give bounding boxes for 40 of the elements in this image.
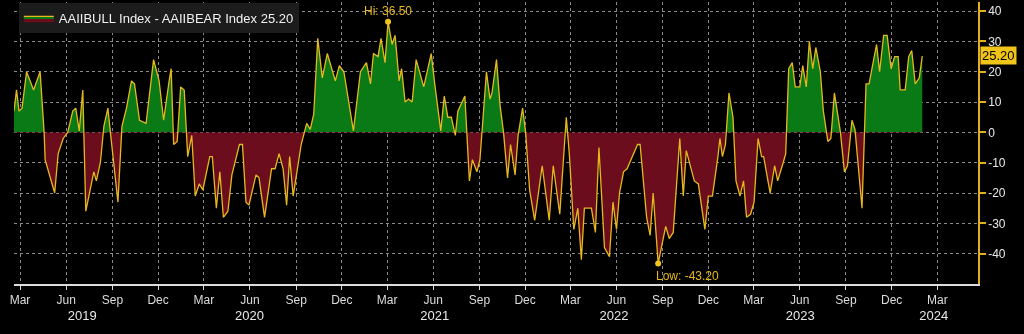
x-tick-label: Sep xyxy=(468,293,491,308)
x-tick-label: Sep xyxy=(101,293,124,308)
x-tick-label: Jun xyxy=(240,293,260,308)
x-tick-label: Mar xyxy=(743,293,764,308)
y-tick-label: 10 xyxy=(988,95,1002,110)
annotation: Low: -43.20 xyxy=(656,269,720,283)
x-tick-label: Mar xyxy=(376,293,398,308)
x-tick-label: Mar xyxy=(9,293,31,308)
x-tick-label: Jun xyxy=(790,293,810,308)
y-tick-label: 20 xyxy=(988,64,1002,79)
x2-tick-label: 2022 xyxy=(599,308,629,323)
y-tick-label: 40 xyxy=(988,4,1002,19)
x-tick-label: Dec xyxy=(880,293,903,308)
x2-tick-label: 2021 xyxy=(420,308,450,323)
x-tick-label: Dec xyxy=(697,293,720,308)
annotation: Hi: 36.50 xyxy=(364,4,413,18)
legend-label: AAIIBULL Index - AAIIBEAR Index 25.20 xyxy=(58,11,294,27)
x-tick-label: Mar xyxy=(559,293,581,308)
x-tick-label: Dec xyxy=(331,293,353,308)
x-tick-label: Mar xyxy=(926,293,948,308)
y-tick-label: 30 xyxy=(988,34,1002,49)
x-tick-label: Sep xyxy=(835,293,857,308)
x-tick-label: Dec xyxy=(147,293,169,308)
y-tick-label: -40 xyxy=(988,246,1006,261)
x-tick-label: Sep xyxy=(285,293,308,308)
x2-tick-label: 2019 xyxy=(67,308,97,323)
y-tick-label: 0 xyxy=(988,125,996,140)
annotation: 25.20 xyxy=(982,48,1015,63)
x-tick-label: Jun xyxy=(606,293,627,308)
x2-tick-label: 2020 xyxy=(235,308,264,323)
y-tick-label: -30 xyxy=(988,216,1006,231)
x-tick-label: Sep xyxy=(652,293,674,308)
x2-tick-label: 2023 xyxy=(785,308,815,323)
x-tick-label: Dec xyxy=(514,293,536,308)
x-tick-label: Jun xyxy=(56,293,76,308)
x-tick-label: Mar xyxy=(193,293,215,308)
x-tick-label: Jun xyxy=(423,293,443,308)
y-tick-label: -20 xyxy=(988,186,1006,201)
y-tick-label: -10 xyxy=(988,155,1006,170)
x2-tick-label: 2024 xyxy=(919,308,949,323)
